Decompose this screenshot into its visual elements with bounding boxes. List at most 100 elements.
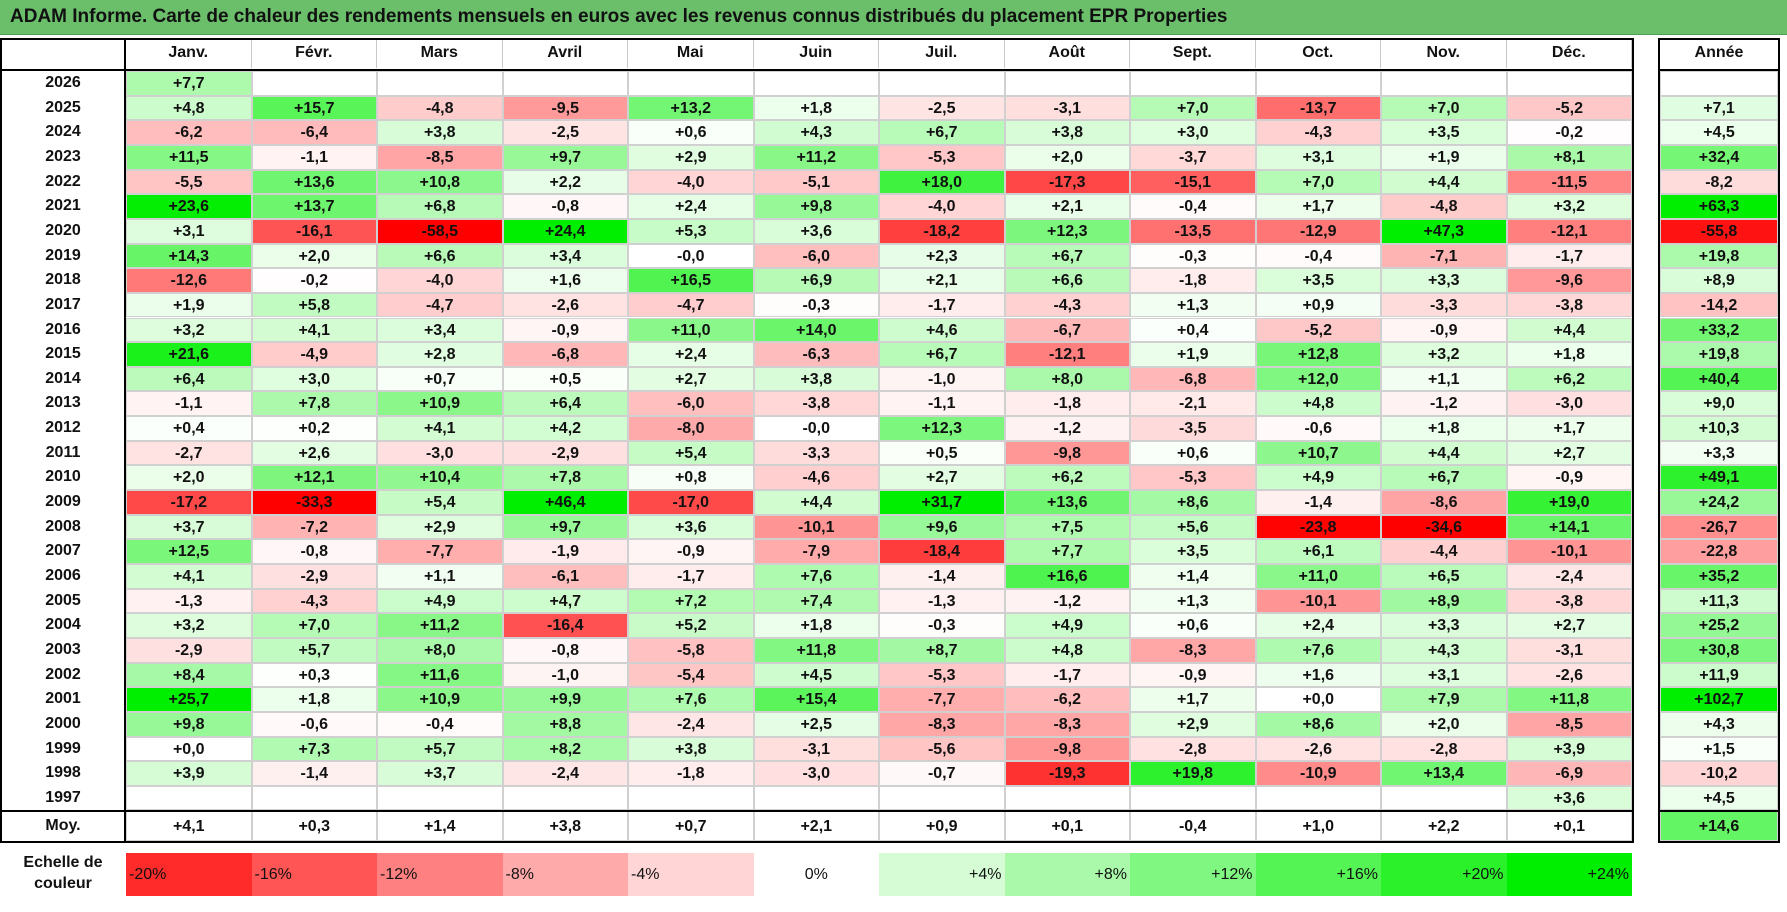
annual-header: Année [1694, 44, 1744, 61]
heatmap-cell: +1,8 [753, 613, 879, 638]
heatmap-cell: +7,5 [1004, 514, 1130, 540]
heatmap-cell: -3,8 [1506, 292, 1632, 318]
heatmap-cell: -1,7 [1506, 243, 1632, 269]
heatmap-cell: +6,2 [1506, 366, 1632, 392]
heatmap-cell: +2,1 [879, 268, 1005, 293]
heatmap-cell: +5,6 [1130, 514, 1256, 540]
heatmap-cell: +4,4 [753, 490, 879, 515]
color-scale-step: +8% [1004, 853, 1130, 896]
heatmap-cell: -3,1 [1004, 95, 1130, 121]
year-label: 1997 [45, 788, 81, 806]
month-header: Nov. [1381, 40, 1507, 68]
heatmap-cell: +3,4 [502, 243, 628, 269]
annual-cell: +102,7 [1660, 687, 1778, 712]
heatmap-cell: -0,8 [502, 194, 628, 219]
heatmap-cell: +4,8 [126, 95, 252, 121]
year-label: 2001 [45, 690, 81, 708]
heatmap-cell: -7,2 [251, 514, 377, 540]
heatmap-cell: -5,1 [753, 169, 879, 195]
heatmap-cell: +7,7 [126, 71, 252, 96]
heatmap-cell: +3,9 [1506, 736, 1632, 762]
annual-cell: +19,8 [1660, 243, 1778, 269]
heatmap-cell: +0,2 [251, 416, 377, 441]
heatmap-cell: -6,7 [1004, 317, 1130, 343]
heatmap-cell: +19,0 [1506, 490, 1632, 515]
heatmap-cell: +1,8 [753, 95, 879, 121]
heatmap-cell: -3,8 [1506, 588, 1632, 614]
heatmap-cell: -5,5 [126, 169, 252, 195]
heatmap-cell: -6,2 [1004, 687, 1130, 712]
heatmap-cell: -4,3 [1255, 120, 1381, 145]
annual-cell: -26,7 [1660, 514, 1778, 540]
heatmap-cell: -3,1 [753, 736, 879, 762]
heatmap-cell: +5,2 [628, 613, 754, 638]
heatmap-cell: +13,6 [1004, 490, 1130, 515]
heatmap-cell: -7,7 [879, 687, 1005, 712]
heatmap-cell: +25,7 [126, 687, 252, 712]
average-cell: +0,1 [1004, 811, 1130, 841]
annual-cell: +30,8 [1660, 637, 1778, 663]
heatmap-cell: -4,6 [753, 465, 879, 491]
heatmap-cell: +2,5 [753, 711, 879, 737]
heatmap-cell: +5,4 [628, 440, 754, 466]
heatmap-cell: +4,3 [1381, 637, 1507, 663]
heatmap-cell: +11,2 [753, 144, 879, 170]
annual-cell: +4,5 [1660, 120, 1778, 145]
heatmap-cell: +1,7 [1506, 416, 1632, 441]
annual-cell: +19,8 [1660, 342, 1778, 367]
heatmap-cell: -3,7 [1130, 144, 1256, 170]
heatmap-cell: -58,5 [377, 218, 503, 244]
average-cell: +2,1 [753, 811, 879, 841]
heatmap-cell: +1,1 [377, 564, 503, 589]
heatmap-cell: -8,3 [1130, 637, 1256, 663]
heatmap-cell: +10,4 [377, 465, 503, 491]
heatmap-cell: -0,9 [1381, 317, 1507, 343]
heatmap-cell: -9,6 [1506, 268, 1632, 293]
heatmap-cell: -17,0 [628, 490, 754, 515]
average-cell: +1,0 [1255, 811, 1381, 841]
heatmap-cell: -4,0 [377, 268, 503, 293]
heatmap-cell: -0,6 [1255, 416, 1381, 441]
heatmap-cell: -2,4 [628, 711, 754, 737]
heatmap-cell: -1,7 [1004, 662, 1130, 688]
annual-cell: +63,3 [1660, 194, 1778, 219]
heatmap-cell: +8,4 [126, 662, 252, 688]
heatmap-cell: +8,8 [502, 711, 628, 737]
heatmap-cell: +0,3 [251, 662, 377, 688]
heatmap-cell: +7,0 [1255, 169, 1381, 195]
month-header: Déc. [1507, 40, 1632, 68]
heatmap-cell: -3,3 [753, 440, 879, 466]
heatmap-cell: -0,6 [251, 711, 377, 737]
year-label: 2003 [45, 640, 81, 658]
heatmap-cell: +12,1 [251, 465, 377, 491]
heatmap-cell: +1,7 [1255, 194, 1381, 219]
color-scale-step: -16% [251, 853, 377, 896]
heatmap-cell: +12,3 [879, 416, 1005, 441]
heatmap-cell: -6,0 [753, 243, 879, 269]
heatmap-cell: -2,1 [1130, 391, 1256, 417]
heatmap-cell: -6,2 [126, 120, 252, 145]
heatmap-cell: -1,0 [879, 366, 1005, 392]
heatmap-cell: -4,0 [879, 194, 1005, 219]
heatmap-cell: -4,8 [377, 95, 503, 121]
heatmap-cell: -2,9 [502, 440, 628, 466]
heatmap-cell: -2,9 [251, 564, 377, 589]
heatmap-cell: -7,9 [753, 539, 879, 564]
heatmap-cell [1004, 71, 1130, 96]
heatmap-cell: -3,0 [377, 440, 503, 466]
month-header: Mars [377, 40, 503, 68]
heatmap-cell: +46,4 [502, 490, 628, 515]
annual-cell: +10,3 [1660, 416, 1778, 441]
year-label: 2018 [45, 271, 81, 289]
heatmap-cell [879, 785, 1005, 811]
year-label: 2012 [45, 419, 81, 437]
color-scale-step: +16% [1255, 853, 1381, 896]
year-label: 1999 [45, 739, 81, 757]
heatmap-cell: -5,2 [1506, 95, 1632, 121]
heatmap-cell: +2,0 [126, 465, 252, 491]
heatmap-cell: -4,4 [1381, 539, 1507, 564]
heatmap-cell: +0,4 [1130, 317, 1256, 343]
heatmap-cell: -1,7 [879, 292, 1005, 318]
annual-cell: +8,9 [1660, 268, 1778, 293]
heatmap-cell: +3,6 [1506, 785, 1632, 811]
